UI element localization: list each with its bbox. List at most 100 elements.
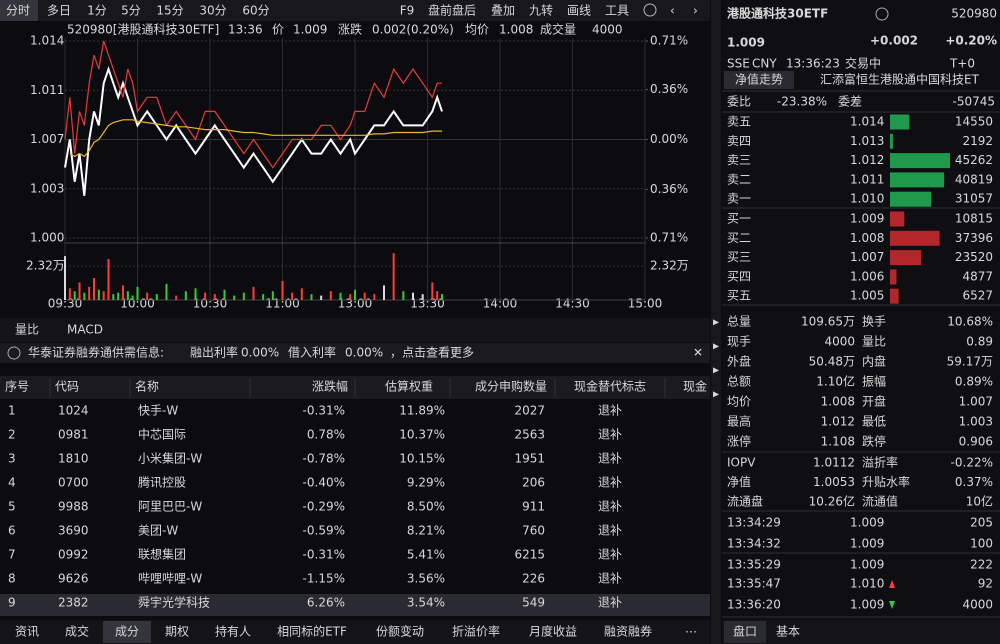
book-bar (890, 153, 950, 169)
quote-change-label: 涨跌 (338, 22, 362, 37)
book-bar (890, 269, 897, 285)
bottom-tab[interactable]: 折溢价率 (452, 624, 500, 639)
prev-icon[interactable]: ‹ (670, 4, 675, 18)
stat-value: 10亿 (966, 494, 993, 509)
book-volume: 4877 (962, 269, 993, 283)
bottom-tab[interactable]: 融资融券 (604, 624, 652, 639)
tool-button[interactable]: 九转 (529, 3, 553, 18)
next-icon[interactable]: › (693, 4, 698, 18)
book-price: 1.010 (850, 192, 884, 206)
period-tab[interactable]: 5分 (121, 4, 141, 18)
book-volume: 37396 (955, 231, 993, 245)
y-tick-label: 1.000 (30, 231, 64, 245)
period-tab[interactable]: 15分 (156, 4, 183, 18)
tool-button[interactable]: 工具 (605, 4, 629, 18)
column-header: 涨跌幅 (312, 379, 348, 394)
y-tick-label: 1.003 (30, 181, 64, 195)
table-cell: 2 (8, 428, 16, 442)
volume-bar (223, 289, 226, 300)
volume-bar (436, 291, 439, 300)
bottom-tab[interactable]: 份额变动 (376, 624, 424, 639)
table-cell: 3.54% (407, 596, 445, 610)
period-tab[interactable]: 多日 (47, 4, 71, 18)
tool-button[interactable]: 叠加 (491, 4, 515, 18)
side-tab[interactable]: 盘口 (733, 624, 757, 639)
table-cell: 美团-W (138, 524, 178, 538)
table-cell: 2027 (514, 404, 545, 418)
volume-bar (175, 295, 178, 300)
sub-tab[interactable]: 量比 (15, 323, 39, 337)
bottom-tab[interactable]: 期权 (165, 625, 189, 639)
bottom-tab[interactable]: 月度收益 (529, 624, 577, 639)
book-label: 卖一 (727, 192, 751, 206)
stat-label: 升贴水率 (862, 474, 910, 489)
more-icon[interactable]: ⋯ (685, 625, 697, 639)
bottom-tab[interactable]: 持有人 (215, 624, 251, 639)
tool-button[interactable]: F9 (400, 4, 415, 18)
gear-icon[interactable] (643, 3, 657, 17)
stat-label: 总额 (727, 375, 751, 389)
table-cell: 退补 (598, 452, 622, 466)
table-cell: 3.56% (407, 572, 445, 586)
trade-time: 13:34:32 (727, 537, 781, 551)
stat-label: 总量 (727, 315, 751, 329)
quote-avg: 1.008 (499, 23, 533, 37)
notice-lend-label: 融出利率 (190, 345, 238, 360)
book-volume: 40819 (955, 172, 993, 186)
volume-bar (155, 294, 158, 300)
stat-label: 最低 (862, 415, 886, 429)
table-cell: 1 (8, 404, 16, 418)
period-tab[interactable]: 60分 (242, 4, 269, 18)
meta-time: 13:36:23 (786, 57, 840, 71)
x-tick-label: 14:00 (483, 297, 518, 311)
table-cell: 10.37% (399, 428, 445, 442)
volume-bar (392, 253, 395, 300)
table-cell: 退补 (598, 476, 622, 490)
stat-value: 1.007 (959, 395, 993, 409)
volume-bar (146, 292, 149, 300)
stat-label: 量比 (862, 335, 886, 349)
notice-borrow-rate: 0.00% (345, 346, 383, 360)
volume-bar (64, 256, 66, 300)
volume-bar (78, 282, 81, 300)
price-change: +0.002 (870, 34, 918, 48)
bottom-tab[interactable]: 相同标的ETF (277, 624, 347, 639)
meta-status: 交易中 (845, 56, 881, 71)
stat-label: 振幅 (862, 374, 886, 389)
period-tab[interactable]: 30分 (199, 4, 226, 18)
price-line (69, 119, 442, 158)
bottom-tab[interactable]: 成交 (65, 624, 89, 639)
volume-bar (97, 289, 100, 300)
stat-value: 0.89 (966, 335, 993, 349)
close-icon[interactable]: ✕ (693, 346, 703, 360)
stat-label: 均价 (727, 395, 751, 409)
y2-tick-label: 0.36% (650, 182, 688, 196)
trade-time: 13:36:20 (727, 598, 781, 612)
volume-bar (373, 294, 376, 300)
period-tab[interactable]: 1分 (87, 4, 107, 18)
sub-tab[interactable]: MACD (67, 323, 103, 337)
period-tab[interactable]: 分时 (6, 4, 30, 18)
tool-button[interactable]: 盘前盘后 (428, 3, 476, 18)
volume-bar (310, 294, 313, 300)
bottom-tab[interactable]: 资讯 (15, 625, 39, 639)
book-volume: 45262 (955, 153, 993, 167)
bottom-tab[interactable]: 成分 (115, 625, 139, 639)
column-header: 序号 (5, 379, 29, 394)
x-tick-label: 10:30 (193, 297, 228, 311)
table-cell: 8 (8, 572, 16, 586)
quote-code-name: 520980[港股通科技30ETF] (67, 23, 219, 37)
trade-price: 1.009 (850, 558, 884, 572)
nav-tab[interactable]: 净值走势 (735, 72, 783, 87)
ratio-value: -23.38% (777, 95, 827, 109)
table-cell: 哔哩哔哩-W (138, 572, 202, 586)
table-cell: 8.21% (407, 524, 445, 538)
table-cell: 549 (522, 596, 545, 610)
column-header: 现金替代标志 (574, 379, 646, 394)
side-tab[interactable]: 基本 (776, 625, 800, 639)
notice-more[interactable]: ，点击查看更多 (390, 346, 474, 360)
table-cell: 760 (522, 524, 545, 538)
stat-value: 10.26亿 (809, 494, 855, 509)
book-label: 买四 (727, 269, 751, 283)
tool-button[interactable]: 画线 (567, 4, 591, 18)
